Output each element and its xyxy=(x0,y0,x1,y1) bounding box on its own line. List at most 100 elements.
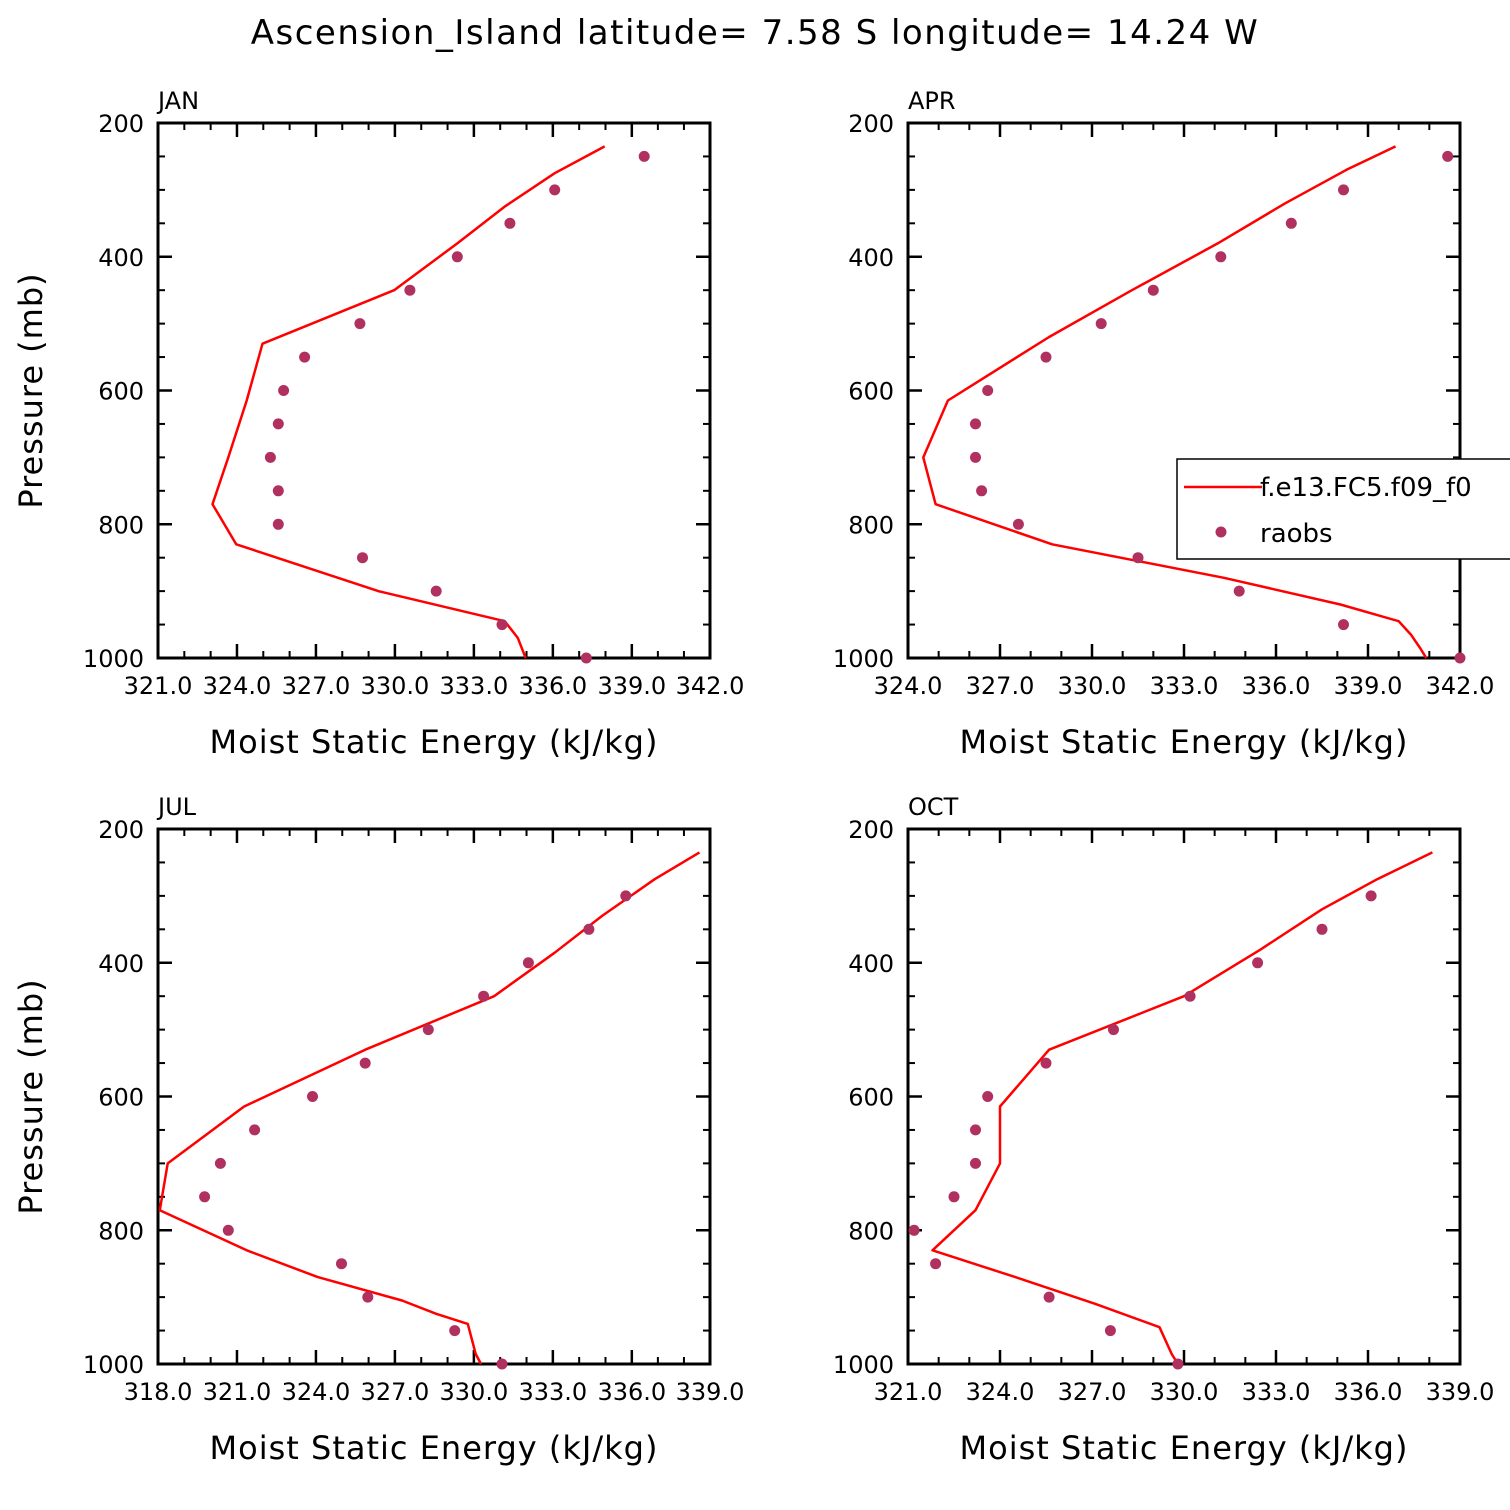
raobs-point xyxy=(1043,1291,1055,1303)
x-tick-label: 342.0 xyxy=(1426,672,1495,700)
panel-label: JAN xyxy=(156,87,199,115)
legend-model-label: f.e13.FC5.f09_f0 xyxy=(1260,473,1472,503)
raobs-point xyxy=(1233,585,1245,597)
raobs-point xyxy=(1252,957,1264,969)
x-tick-label: 333.0 xyxy=(1150,672,1219,700)
raobs-point xyxy=(272,518,284,530)
raobs-point xyxy=(580,652,592,664)
y-tick-label: 800 xyxy=(98,1217,144,1245)
raobs-point xyxy=(354,318,366,330)
raobs-point xyxy=(1454,652,1466,664)
x-tick-label: 321.0 xyxy=(203,1378,272,1406)
raobs-point xyxy=(249,1124,261,1136)
model-series-line xyxy=(922,145,1428,659)
x-tick-label: 336.0 xyxy=(1242,672,1311,700)
raobs-point xyxy=(449,1325,461,1337)
x-tick-label: 339.0 xyxy=(676,1378,745,1406)
y-tick-label: 800 xyxy=(848,1217,894,1245)
y-tick-label: 800 xyxy=(98,511,144,539)
raobs-point xyxy=(362,1291,374,1303)
raobs-point xyxy=(1215,251,1227,263)
x-tick-label: 324.0 xyxy=(282,1378,351,1406)
plot-frame xyxy=(156,827,712,1366)
raobs-point xyxy=(930,1258,942,1270)
panel-apr: APR 324.0 327.0 330.0 333.0 336.0 339.0 342.0 20… xyxy=(833,87,1494,761)
x-tick-label: 327.0 xyxy=(361,1378,430,1406)
raobs-point xyxy=(549,184,561,196)
raobs-point xyxy=(970,1157,981,1169)
x-tick-label: 333.0 xyxy=(1242,1378,1311,1406)
panel-jul: JUL 318.0 321.0 324.0 327.0 330.0 333.0 336.0 33… xyxy=(12,793,744,1467)
panels: JAN 321.0 324.0 327.0 330.0 333.0 336.0 339.0 34… xyxy=(12,87,1494,1467)
raobs-point xyxy=(1104,1325,1116,1337)
raobs-point xyxy=(359,1057,371,1069)
raobs-point xyxy=(970,451,981,463)
x-tick-label: 339.0 xyxy=(1334,672,1403,700)
raobs-point xyxy=(970,1124,981,1136)
raobs-point xyxy=(357,552,368,564)
raobs-point xyxy=(1442,150,1454,162)
raobs-point xyxy=(504,217,516,229)
plot-frame xyxy=(156,121,712,660)
raobs-point xyxy=(908,1224,920,1236)
y-tick-label: 1000 xyxy=(833,1351,894,1379)
x-tick-label: 339.0 xyxy=(597,672,666,700)
raobs-point xyxy=(222,1224,234,1236)
raobs-point xyxy=(583,923,595,935)
raobs-point xyxy=(422,1024,434,1036)
x-tick-label: 336.0 xyxy=(518,672,587,700)
x-axis-label: Moist Static Energy (kJ/kg) xyxy=(210,723,659,761)
y-tick-label: 400 xyxy=(98,244,144,272)
raobs-point xyxy=(451,251,463,263)
x-tick-label: 330.0 xyxy=(440,1378,509,1406)
x-tick-label: 327.0 xyxy=(1058,1378,1127,1406)
raobs-point xyxy=(272,418,284,430)
raobs-point xyxy=(272,485,284,497)
model-series-line xyxy=(931,851,1433,1365)
raobs-point xyxy=(976,485,988,497)
raobs-point xyxy=(982,1091,994,1102)
raobs-point xyxy=(982,385,994,396)
figure-title: Ascension_Island latitude= 7.58 S longit… xyxy=(251,13,1260,53)
y-tick-label: 1000 xyxy=(833,645,894,673)
raobs-point xyxy=(970,418,981,430)
y-tick-label: 600 xyxy=(98,378,144,406)
raobs-point xyxy=(264,451,276,463)
model-series-line xyxy=(158,851,701,1365)
x-tick-label: 330.0 xyxy=(1150,1378,1219,1406)
panel-label: JUL xyxy=(156,793,197,821)
raobs-point xyxy=(214,1157,226,1169)
raobs-point xyxy=(522,957,534,969)
legend-obs-swatch xyxy=(1215,526,1227,538)
panel-label: OCT xyxy=(908,793,959,821)
y-tick-label: 200 xyxy=(848,816,894,844)
y-tick-label: 200 xyxy=(98,110,144,138)
raobs-point xyxy=(1095,318,1107,330)
y-tick-label: 800 xyxy=(848,511,894,539)
x-tick-label: 342.0 xyxy=(676,672,745,700)
x-tick-label: 327.0 xyxy=(966,672,1035,700)
model-series-line xyxy=(211,145,606,659)
raobs-point xyxy=(1040,351,1052,363)
panel-jan: JAN 321.0 324.0 327.0 330.0 333.0 336.0 339.0 34… xyxy=(12,87,744,761)
x-tick-label: 324.0 xyxy=(874,672,943,700)
raobs-point xyxy=(1147,284,1159,296)
x-axis-label: Moist Static Energy (kJ/kg) xyxy=(960,1429,1409,1467)
y-tick-label: 600 xyxy=(848,378,894,406)
x-axis-label: Moist Static Energy (kJ/kg) xyxy=(960,723,1409,761)
raobs-point xyxy=(199,1191,211,1203)
y-axis-label: Pressure (mb) xyxy=(12,978,50,1214)
raobs-point xyxy=(1184,990,1196,1002)
y-tick-label: 600 xyxy=(98,1084,144,1112)
y-tick-label: 400 xyxy=(848,950,894,978)
x-tick-label: 321.0 xyxy=(874,1378,943,1406)
y-tick-label: 200 xyxy=(848,110,894,138)
x-tick-label: 321.0 xyxy=(124,672,193,700)
x-tick-label: 324.0 xyxy=(966,1378,1035,1406)
raobs-point xyxy=(278,385,290,396)
raobs-point xyxy=(1338,619,1349,631)
raobs-point xyxy=(307,1091,318,1102)
panel-oct: OCT 321.0 324.0 327.0 330.0 333.0 336.0 339.0 20… xyxy=(833,793,1494,1467)
y-tick-label: 1000 xyxy=(83,645,144,673)
